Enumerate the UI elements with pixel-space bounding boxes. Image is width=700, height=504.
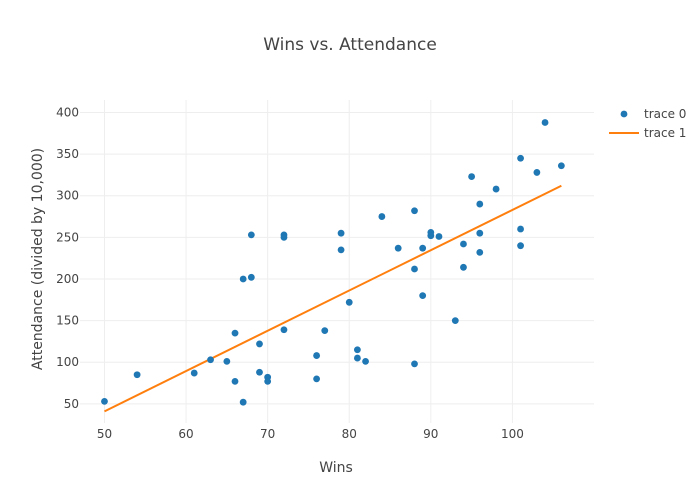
scatter-point [239,275,247,283]
x-tick-label: 80 [342,427,357,441]
chart-title: Wins vs. Attendance [263,35,437,55]
scatter-point [419,244,427,252]
scatter-point [321,327,329,334]
scatter-point [517,154,524,162]
scatter-point [533,169,541,176]
scatter-point [451,317,459,325]
scatter-point [353,354,361,362]
gridlines [80,100,594,423]
scatter-point [427,232,435,240]
x-axis-title: Wins [319,460,353,476]
scatter-point [337,246,345,254]
scatter-point [476,248,484,256]
y-tick-label: 250 [56,230,79,244]
scatter-point [247,231,255,239]
scatter-point [541,119,549,126]
scatter-point [362,357,369,365]
x-tick-label: 100 [501,427,524,441]
scatter-point [280,233,288,241]
scatter-point [231,377,239,385]
scatter-point [411,360,418,368]
scatter-point [256,340,263,348]
scatter-point [353,346,361,354]
scatter-point [476,200,484,208]
scatter-point [378,213,386,220]
scatter-point [557,162,565,170]
scatter-point [345,298,353,306]
scatter-point [264,377,272,385]
scatter-point [492,185,500,193]
scatter-point [476,229,484,237]
y-tick-label: 150 [56,314,79,328]
scatter-point [256,368,263,376]
legend-label-trace-1: trace 1 [644,126,686,140]
x-tick-label: 70 [260,427,275,441]
scatter-point [280,326,288,334]
x-axis-ticks: 50 60 70 80 90 100 [97,427,524,441]
legend-marker-trace-0 [620,110,628,118]
scatter-point [419,292,427,300]
y-tick-label: 50 [64,397,79,411]
scatter-point [435,233,443,240]
scatter-points-layer [101,119,565,406]
y-axis-title: Attendance (divided by 10,000) [30,148,46,370]
y-tick-label: 200 [56,272,79,286]
trend-line-layer [104,184,562,413]
legend-background [604,102,696,144]
scatter-point [394,244,402,252]
y-tick-label: 350 [56,147,79,161]
y-axis-ticks: 50 100 150 200 250 300 350 400 [56,105,79,410]
legend[interactable]: trace 0 trace 1 [604,102,696,144]
scatter-point [460,263,467,271]
y-tick-label: 400 [56,105,79,119]
scatter-point [207,356,214,364]
scatter-point [517,225,524,233]
x-tick-label: 90 [423,427,438,441]
x-tick-label: 60 [178,427,193,441]
scatter-point [313,375,321,383]
scatter-point [517,242,524,250]
scatter-point [313,352,321,359]
scatter-point [468,173,476,180]
scatter-point [231,329,239,337]
scatter-point [411,265,418,273]
trend-line [104,184,562,413]
scatter-point [337,229,345,237]
scatter-point [460,240,467,248]
y-tick-label: 300 [56,189,79,203]
scatter-point [101,397,108,405]
legend-label-trace-0: trace 0 [644,107,686,121]
scatter-point [411,207,418,215]
scatter-point [247,273,255,281]
scatter-point [223,357,231,365]
scatter-point [190,369,198,377]
scatter-point [133,371,141,379]
y-tick-label: 100 [56,355,79,369]
scatter-point [239,398,247,406]
x-tick-label: 50 [97,427,112,441]
